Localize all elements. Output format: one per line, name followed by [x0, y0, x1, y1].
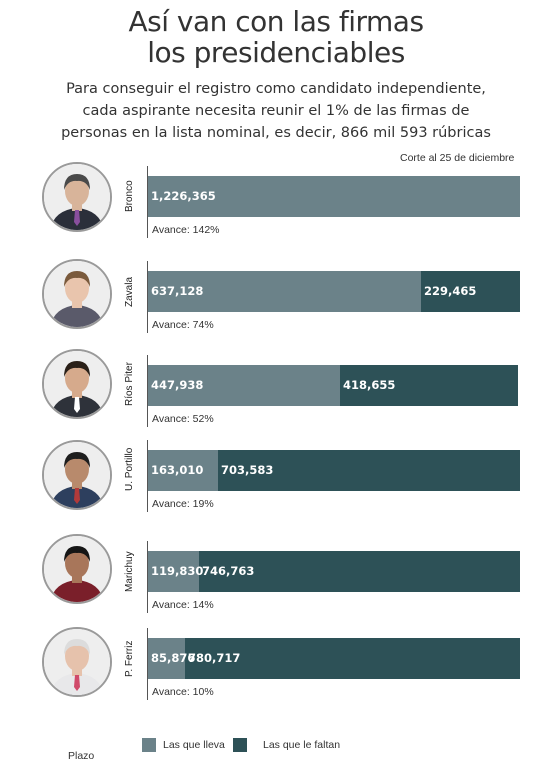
chart-title: Así van con las firmas los presidenciabl… — [0, 6, 552, 68]
plazo-label: Plazo — [68, 750, 95, 762]
title-line-2: los presidenciables — [147, 36, 405, 69]
progress-label: Avance: 10% — [152, 686, 214, 698]
person-silhouette-icon — [44, 351, 110, 417]
title-line-1: Así van con las firmas — [128, 5, 424, 38]
person-silhouette-icon — [44, 536, 110, 602]
value-label-missing: 780,717 — [188, 651, 241, 665]
legend-swatch-have — [142, 738, 156, 752]
bar-signatures-missing — [185, 638, 520, 679]
bar-signatures-collected — [148, 271, 421, 312]
progress-label: Avance: 52% — [152, 413, 214, 425]
bar-axis-line — [147, 261, 148, 333]
progress-label: Avance: 74% — [152, 319, 214, 331]
progress-label: Avance: 142% — [152, 224, 220, 236]
value-label-collected: 85,876 — [151, 651, 196, 665]
bar-axis-line — [147, 355, 148, 427]
value-label-missing: 418,655 — [343, 378, 396, 392]
chart-subtitle: Para conseguir el registro como candidat… — [61, 81, 491, 141]
cutoff-date: Corte al 25 de diciembre — [400, 152, 515, 164]
value-label-collected: 447,938 — [151, 378, 204, 392]
value-label-collected: 119,830 — [151, 564, 204, 578]
bar-signatures-collected — [148, 450, 218, 491]
value-label-collected: 637,128 — [151, 284, 204, 298]
bar-signatures-missing — [340, 365, 518, 406]
candidate-photo — [42, 440, 112, 510]
bar-signatures-collected — [148, 176, 520, 217]
person-silhouette-icon — [44, 164, 110, 230]
bar-signatures-missing — [199, 551, 520, 592]
bar-axis-line — [147, 166, 148, 238]
bar-signatures-collected — [148, 365, 340, 406]
person-silhouette-icon — [44, 261, 110, 327]
person-silhouette-icon — [44, 629, 110, 695]
bar-signatures-collected — [148, 638, 185, 679]
bar-axis-line — [147, 440, 148, 512]
value-label-collected: 1,226,365 — [151, 189, 216, 203]
candidate-photo — [42, 627, 112, 697]
bar-axis-line — [147, 628, 148, 700]
bar-axis-line — [147, 541, 148, 613]
bar-signatures-collected — [148, 551, 199, 592]
person-silhouette-icon — [44, 442, 110, 508]
value-label-missing: 703,583 — [221, 463, 274, 477]
value-label-missing: 746,763 — [202, 564, 255, 578]
bar-signatures-missing — [218, 450, 520, 491]
candidate-name: Bronco — [124, 180, 135, 213]
legend-label-have: Las que lleva — [163, 739, 225, 751]
value-label-collected: 163,010 — [151, 463, 204, 477]
progress-label: Avance: 14% — [152, 599, 214, 611]
candidate-name: Zavala — [124, 276, 135, 307]
candidate-photo — [42, 259, 112, 329]
candidate-name: P. Ferriz — [124, 640, 135, 677]
progress-label: Avance: 19% — [152, 498, 214, 510]
legend-swatch-need — [233, 738, 247, 752]
value-label-missing: 229,465 — [424, 284, 477, 298]
candidate-photo — [42, 162, 112, 232]
candidate-photo — [42, 349, 112, 419]
candidate-photo — [42, 534, 112, 604]
candidate-name: Ríos Piter — [124, 362, 135, 406]
candidate-name: U. Portillo — [124, 447, 135, 491]
bar-signatures-missing — [421, 271, 520, 312]
legend-label-need: Las que le faltan — [263, 739, 341, 751]
candidate-name: Marichuy — [124, 551, 135, 592]
